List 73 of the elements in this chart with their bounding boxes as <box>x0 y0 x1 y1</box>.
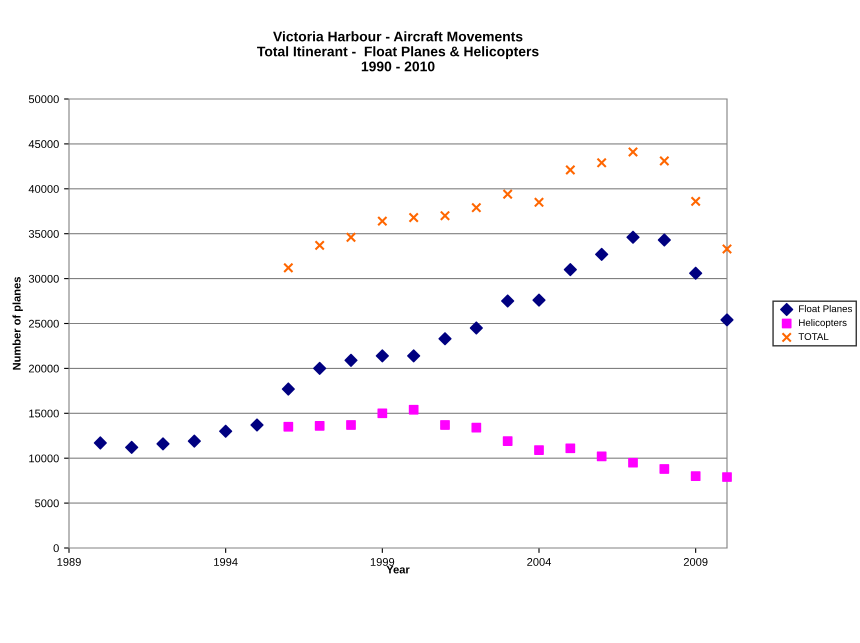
point <box>471 422 482 433</box>
point <box>628 458 638 468</box>
point <box>534 197 544 208</box>
point <box>156 437 170 450</box>
point <box>690 471 701 482</box>
point <box>564 263 577 276</box>
point <box>219 424 232 438</box>
point <box>659 464 670 474</box>
point <box>501 294 514 308</box>
x-tick-label: 1994 <box>214 558 238 566</box>
y-tick-label: 0 <box>54 544 59 552</box>
point <box>628 146 638 158</box>
point <box>689 266 702 280</box>
point <box>314 240 325 251</box>
y-tick-label: 45000 <box>28 140 59 148</box>
y-tick-label: 50000 <box>28 95 59 104</box>
point <box>408 212 419 223</box>
point <box>532 294 546 307</box>
x-tick-label: 1989 <box>57 558 81 566</box>
point <box>565 443 576 454</box>
point <box>534 445 544 455</box>
point <box>313 362 326 375</box>
y-tick-label: 25000 <box>28 320 59 328</box>
point <box>596 158 607 168</box>
point <box>595 248 608 261</box>
x-tick-label: 1999 <box>370 558 394 566</box>
legend-label: Helicopters <box>799 318 847 328</box>
point <box>282 382 295 396</box>
y-tick-label: 10000 <box>29 454 59 462</box>
point <box>125 440 138 454</box>
point <box>407 349 420 362</box>
y-tick-label: 35000 <box>28 230 59 238</box>
point <box>377 408 388 418</box>
y-tick-label: 15000 <box>29 410 59 418</box>
legend-label: Float Planes <box>799 305 852 312</box>
point <box>502 188 513 200</box>
point <box>722 244 732 254</box>
point <box>720 313 734 326</box>
point <box>658 233 671 247</box>
point <box>346 420 356 430</box>
point <box>283 422 294 432</box>
x-tick-label: 2009 <box>684 558 708 566</box>
chart-title: Victoria Harbour - Aircraft Movements Total Itinerant - Float Planes & Helicopters 1990 - 2010 <box>257 31 539 72</box>
point <box>346 232 356 243</box>
point <box>408 404 419 415</box>
point <box>471 202 482 213</box>
point <box>283 262 294 274</box>
point <box>440 420 450 430</box>
point <box>659 156 670 166</box>
point <box>344 354 358 367</box>
point <box>377 216 388 226</box>
point <box>690 196 701 207</box>
point <box>376 349 389 362</box>
point <box>440 210 450 221</box>
point <box>250 418 264 432</box>
y-tick-label: 5000 <box>35 499 59 508</box>
y-tick-label: 20000 <box>28 364 59 373</box>
point <box>94 436 107 450</box>
point <box>722 472 732 482</box>
x-tick-label: 2004 <box>527 558 552 566</box>
point <box>314 421 325 431</box>
point <box>502 436 513 446</box>
point <box>596 452 607 462</box>
x-axis-title: Year <box>386 566 410 574</box>
y-tick-label: 40000 <box>28 185 59 193</box>
point <box>626 230 640 244</box>
y-axis-title: Number of planes <box>12 277 23 370</box>
point <box>470 321 483 335</box>
point <box>438 332 452 346</box>
y-tick-label: 30000 <box>28 274 59 283</box>
point <box>565 164 576 176</box>
legend-label: TOTAL <box>798 333 828 340</box>
point <box>188 434 201 448</box>
